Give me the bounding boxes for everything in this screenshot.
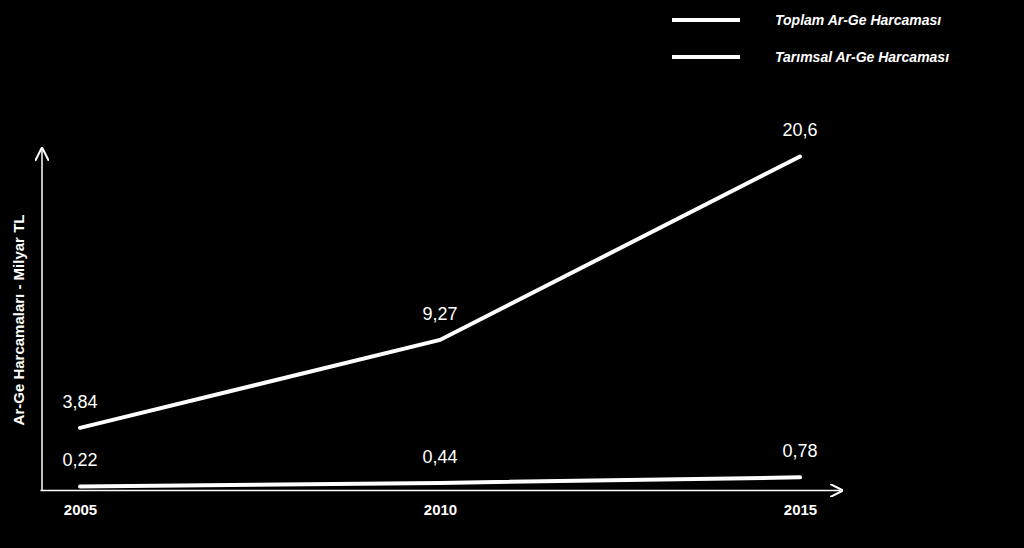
- legend-swatch: [672, 18, 740, 22]
- legend: Toplam Ar-Ge Harcaması Tarımsal Ar-Ge Har…: [672, 12, 949, 65]
- x-tick-label: 2015: [784, 501, 817, 518]
- data-label: 0,22: [62, 450, 97, 470]
- y-axis-line: [41, 150, 43, 490]
- data-label: 20,6: [782, 120, 817, 140]
- x-tick: 2010: [424, 490, 457, 518]
- background: [0, 0, 1024, 548]
- series-line: [80, 156, 800, 427]
- x-tick: 2015: [784, 490, 817, 518]
- y-axis-title: Ar-Ge Harcamaları - Milyar TL: [10, 215, 27, 426]
- data-label: 0,78: [782, 441, 817, 461]
- data-label: 9,27: [422, 304, 457, 324]
- legend-label: Tarımsal Ar-Ge Harcaması: [775, 49, 949, 65]
- x-tick-label: 2010: [424, 501, 457, 518]
- data-labels: 3,84 9,27 20,6 0,22 0,44 0,78: [62, 120, 817, 470]
- legend-swatch: [672, 55, 740, 59]
- data-label: 0,44: [422, 447, 457, 467]
- data-label: 3,84: [62, 392, 97, 412]
- x-tick-label: 2005: [64, 501, 97, 518]
- y-axis: [42, 150, 43, 490]
- legend-label: Toplam Ar-Ge Harcaması: [775, 12, 941, 28]
- plot-area: [80, 156, 800, 486]
- series-line: [80, 477, 800, 486]
- x-axis: 2005 2010 2015: [41, 490, 841, 518]
- chart-svg: 2005 2010 2015 Ar-Ge Harcamaları - Milyar T…: [0, 0, 1024, 548]
- x-axis-line: [41, 490, 841, 492]
- x-tick: 2005: [64, 490, 97, 518]
